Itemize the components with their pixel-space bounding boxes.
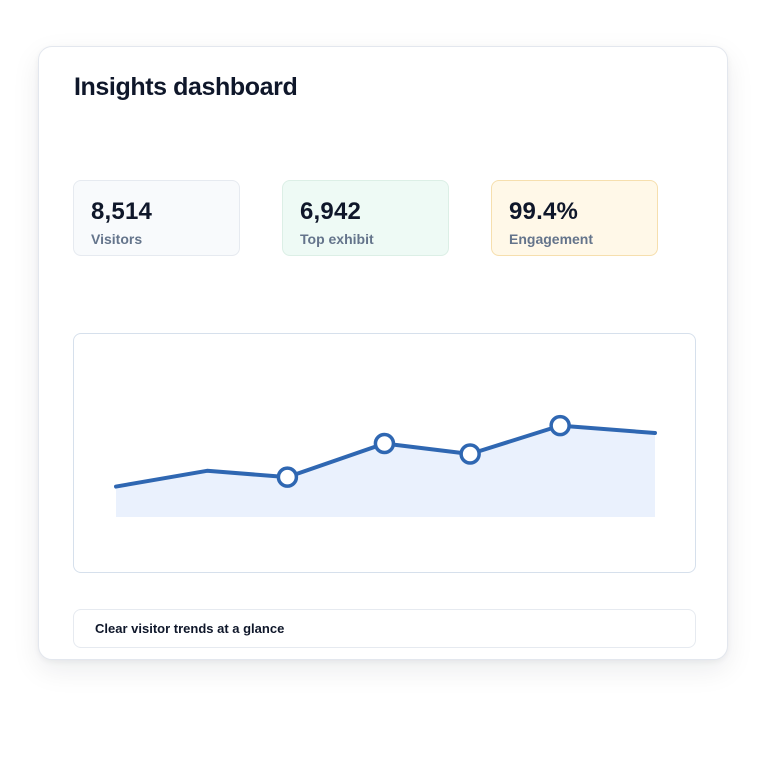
data-point-marker [549, 414, 571, 437]
trend-chart-svg [114, 414, 657, 517]
stat-label: Visitors [91, 231, 143, 247]
stat-card-top-exhibit: 6,942 Top exhibit [282, 180, 449, 256]
stat-label: Engagement [509, 231, 594, 247]
series-area [116, 425, 655, 517]
data-point-marker [459, 443, 481, 465]
stat-card-visitors: 8,514 Visitors [73, 180, 240, 256]
stat-card-engagement: 99.4% Engagement [491, 180, 658, 256]
chart-caption: Clear visitor trends at a glance [95, 621, 285, 636]
trend-chart [73, 333, 696, 573]
stat-label: Top exhibit [300, 231, 374, 247]
insights-card: Insights dashboard 8,514 Visitors 6,942 … [38, 46, 728, 660]
stat-value: 6,942 [300, 198, 362, 225]
data-point-marker [373, 432, 396, 455]
chart-caption-bar: Clear visitor trends at a glance [73, 609, 696, 648]
stat-value: 8,514 [91, 198, 153, 225]
data-point-marker [276, 466, 299, 488]
stat-value: 99.4% [509, 198, 579, 225]
page-title: Insights dashboard [74, 73, 298, 101]
